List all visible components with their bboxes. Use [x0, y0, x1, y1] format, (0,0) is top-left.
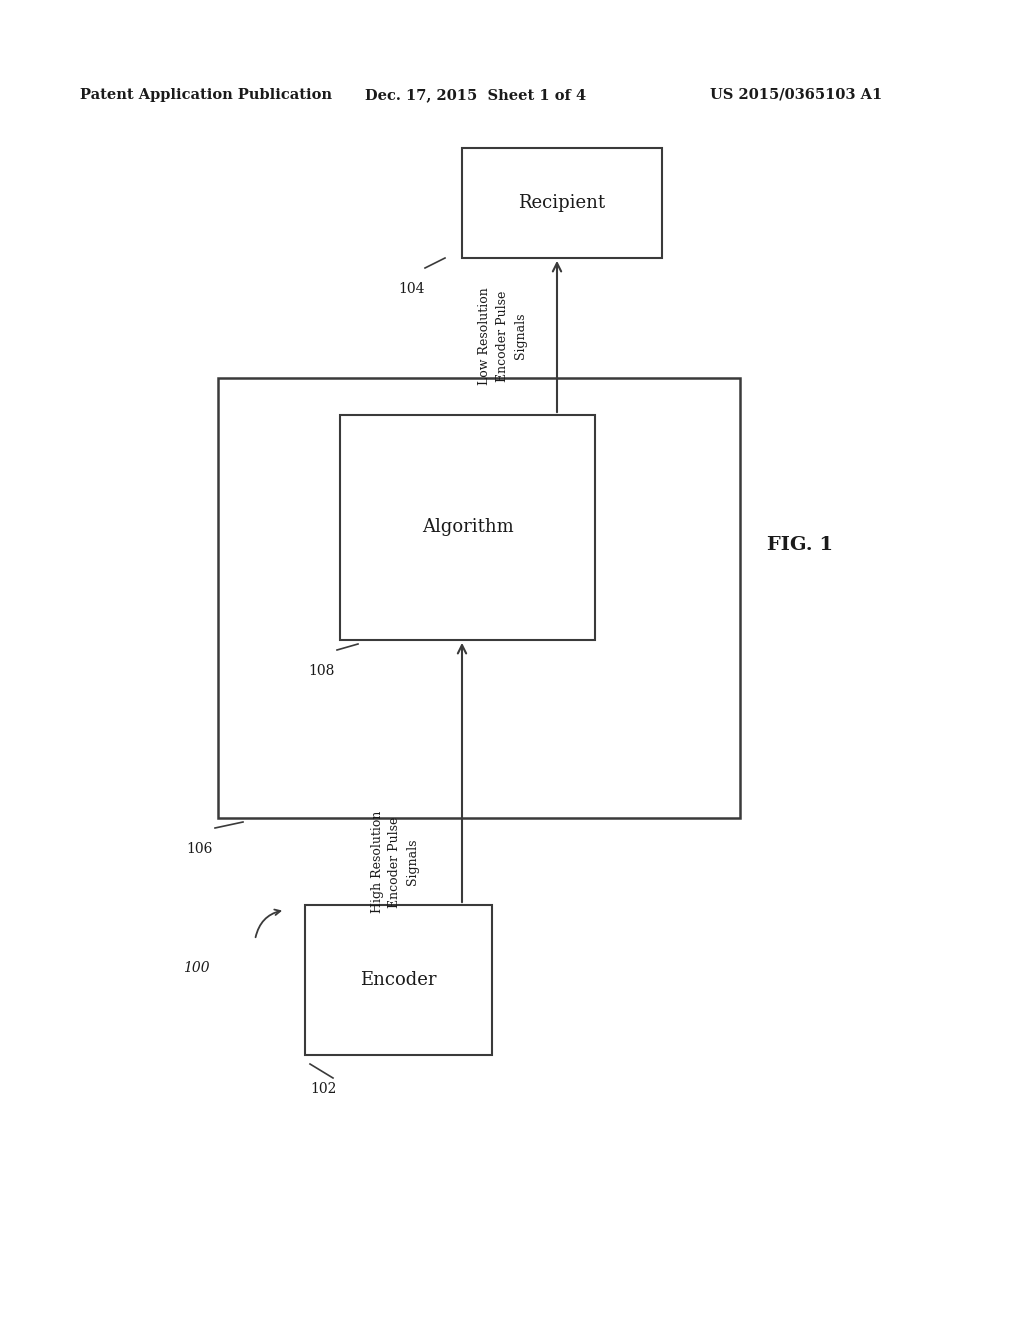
- Text: Patent Application Publication: Patent Application Publication: [80, 88, 332, 102]
- Text: High Resolution
Encoder Pulse
Signals: High Resolution Encoder Pulse Signals: [371, 810, 420, 913]
- Text: FIG. 1: FIG. 1: [767, 536, 834, 554]
- Text: 100: 100: [183, 961, 210, 975]
- Text: Low Resolution
Encoder Pulse
Signals: Low Resolution Encoder Pulse Signals: [477, 288, 526, 385]
- Bar: [462, 148, 662, 257]
- Text: Recipient: Recipient: [518, 194, 605, 213]
- Text: Algorithm: Algorithm: [422, 519, 513, 536]
- Bar: [218, 378, 740, 818]
- Text: 104: 104: [398, 282, 425, 296]
- Text: 102: 102: [310, 1082, 336, 1096]
- Text: 108: 108: [308, 664, 335, 678]
- Bar: [305, 906, 492, 1055]
- Bar: [340, 414, 595, 640]
- Text: 106: 106: [186, 842, 213, 855]
- Text: Encoder: Encoder: [360, 972, 437, 989]
- Text: US 2015/0365103 A1: US 2015/0365103 A1: [710, 88, 883, 102]
- Text: Dec. 17, 2015  Sheet 1 of 4: Dec. 17, 2015 Sheet 1 of 4: [365, 88, 586, 102]
